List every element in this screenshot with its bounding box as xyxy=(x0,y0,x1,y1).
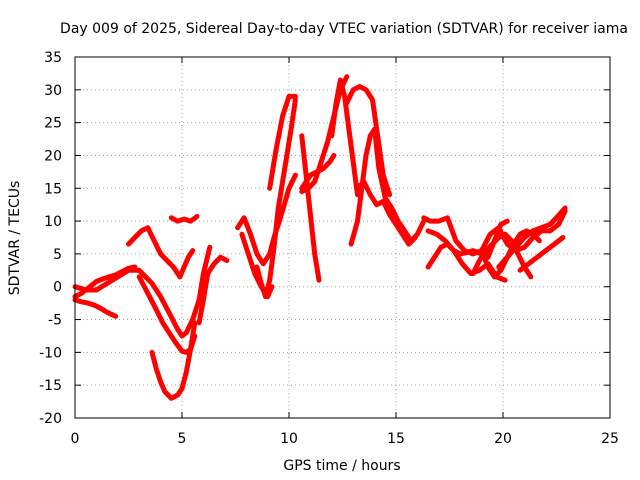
y-tick-label: -10 xyxy=(39,345,62,361)
y-tick-label: -15 xyxy=(39,378,62,394)
y-tick-label: 25 xyxy=(44,116,62,132)
series-line-arc-3 xyxy=(72,244,213,339)
series-line-arc-18 xyxy=(348,133,373,247)
x-tick-labels: 0 5 10 15 20 25 xyxy=(71,431,619,447)
y-axis-label: SDTVAR / TECUs xyxy=(7,181,23,296)
series-line-arc-20 xyxy=(355,179,418,247)
series-line-arc-13 xyxy=(299,133,322,283)
series-line-arc-7 xyxy=(168,214,200,224)
series-line-arc-27 xyxy=(517,235,566,273)
chart-title: Day 009 of 2025, Sidereal Day-to-day VTE… xyxy=(60,21,628,37)
series-line-arc-2 xyxy=(72,297,119,319)
series-line-arc-5 xyxy=(136,274,198,355)
y-tick-labels: -20 -15 -10 -5 0 5 10 15 20 25 30 35 xyxy=(39,50,62,427)
y-tick-label: 30 xyxy=(44,83,62,99)
x-tick-label: 20 xyxy=(494,431,512,447)
series-line-arc-26 xyxy=(496,205,568,270)
y-tick-label: 15 xyxy=(44,181,62,197)
series-line-arc-6 xyxy=(149,320,198,401)
series-line-arc-21 xyxy=(421,208,568,257)
y-tick-label: 20 xyxy=(44,148,62,164)
x-tick-label: 15 xyxy=(387,431,405,447)
x-tick-label: 0 xyxy=(71,431,80,447)
y-tick-label: 10 xyxy=(44,214,62,230)
series-line-arc-11 xyxy=(254,97,298,300)
series-line-arc-12 xyxy=(267,93,298,191)
y-tick-label: -5 xyxy=(48,313,62,329)
series-line-arc-17 xyxy=(344,84,393,198)
series-line-arc-8 xyxy=(196,254,230,326)
x-tick-label: 25 xyxy=(601,431,619,447)
x-axis-label: GPS time / hours xyxy=(283,458,400,474)
plot-frame xyxy=(74,56,611,419)
y-tick-label: -20 xyxy=(39,411,62,427)
series-line-arc-9 xyxy=(235,172,298,267)
y-tick-label: 35 xyxy=(44,50,62,66)
data-series xyxy=(72,74,568,401)
x-tick-label: 5 xyxy=(178,431,187,447)
series-line-arc-4 xyxy=(126,225,196,280)
y-tick-label: 0 xyxy=(53,280,62,296)
x-tick-label: 10 xyxy=(280,431,298,447)
y-tick-label: 5 xyxy=(53,247,62,263)
series-line-arc-16 xyxy=(329,77,360,198)
